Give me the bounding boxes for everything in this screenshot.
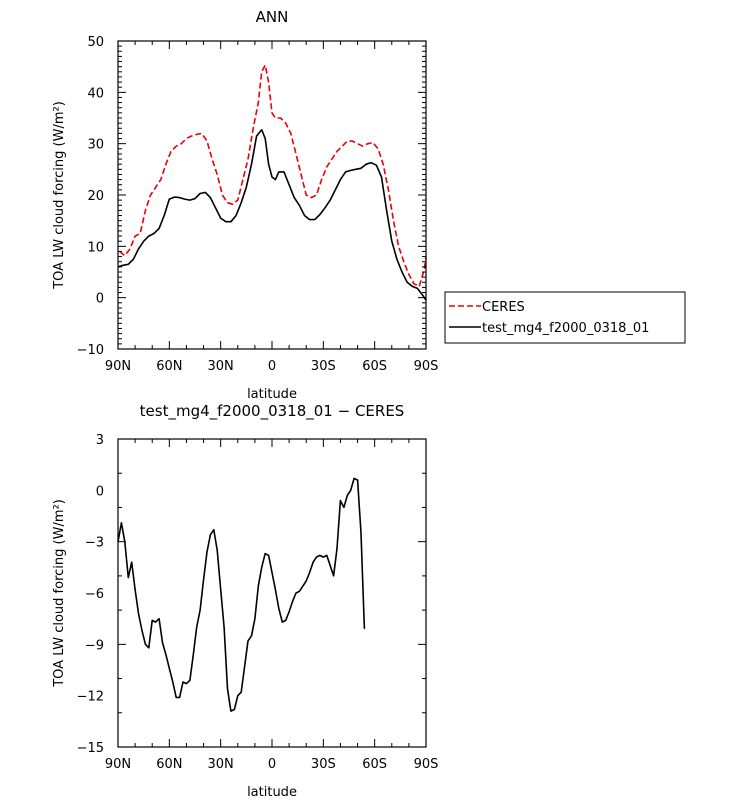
bottom-chart-title: test_mg4_f2000_0318_01 − CERES <box>140 402 405 421</box>
top-series-line-0 <box>119 64 427 288</box>
bottom-x-axis-label: latitude <box>247 785 297 800</box>
legend-box <box>444 291 686 344</box>
top-y-tick-label: 20 <box>87 189 104 204</box>
bottom-y-tick-label: −12 <box>77 690 104 705</box>
bottom-y-tick-label: −15 <box>77 741 104 756</box>
bottom-axes: 90N 60N 30N 0 30S 60S 90S −15 −12 −9 −6 −3 0 3 <box>77 433 439 772</box>
bottom-x-tick-label: 60N <box>156 757 182 772</box>
top-series-line-1 <box>117 129 427 301</box>
top-x-tick-label: 60S <box>362 359 387 374</box>
top-x-tick-label: 90S <box>414 359 439 374</box>
bottom-y-tick-label: 0 <box>96 484 104 499</box>
bottom-x-tick-label: 90N <box>105 757 131 772</box>
top-y-tick-label: 40 <box>87 86 104 101</box>
top-y-tick-label: 50 <box>87 35 104 50</box>
bottom-y-axis-label: TOA LW cloud forcing (W/m²) <box>52 499 67 688</box>
bottom-plot-frame <box>117 438 427 748</box>
bottom-x-tick-label: 30N <box>208 757 234 772</box>
legend: CERES test_mg4_f2000_0318_01 <box>444 291 686 344</box>
top-x-axis-label: latitude <box>247 387 297 402</box>
top-x-tick-label: 60N <box>156 359 182 374</box>
bottom-y-tick-label: −3 <box>85 536 104 551</box>
top-x-tick-label: 30S <box>311 359 336 374</box>
bottom-chart: test_mg4_f2000_0318_01 − CERES 90N 60N 30N… <box>52 402 438 800</box>
top-y-tick-label: 0 <box>96 292 104 307</box>
bottom-x-tick-label: 0 <box>268 757 276 772</box>
top-y-tick-label: 10 <box>87 240 104 255</box>
bottom-series-line-0 <box>117 477 366 712</box>
legend-label-test: test_mg4_f2000_0318_01 <box>482 321 649 336</box>
bottom-x-tick-label: 90S <box>414 757 439 772</box>
bottom-x-tick-label: 30S <box>311 757 336 772</box>
top-axes: 90N 60N 30N 0 30S 60S 90S −10 0 10 20 30 40 50 <box>77 35 439 374</box>
top-chart-title: ANN <box>256 8 289 26</box>
top-y-tick-label: 30 <box>87 138 104 153</box>
bottom-series-group <box>117 477 366 712</box>
bottom-y-tick-label: −9 <box>85 638 104 653</box>
top-x-tick-label: 30N <box>208 359 234 374</box>
top-x-tick-label: 90N <box>105 359 131 374</box>
top-y-axis-label: TOA LW cloud forcing (W/m²) <box>52 101 67 290</box>
legend-label-ceres: CERES <box>482 300 525 315</box>
top-series-group <box>117 64 427 301</box>
top-x-tick-label: 0 <box>268 359 276 374</box>
top-chart: ANN 90N 60N 30N 0 30S 60S 90S −10 0 10 20 30 40 50 la… <box>52 8 686 402</box>
bottom-y-tick-label: −6 <box>85 587 104 602</box>
bottom-y-tick-label: 3 <box>96 433 104 448</box>
bottom-x-tick-label: 60S <box>362 757 387 772</box>
top-plot-frame <box>117 40 427 350</box>
top-y-tick-label: −10 <box>77 343 104 358</box>
